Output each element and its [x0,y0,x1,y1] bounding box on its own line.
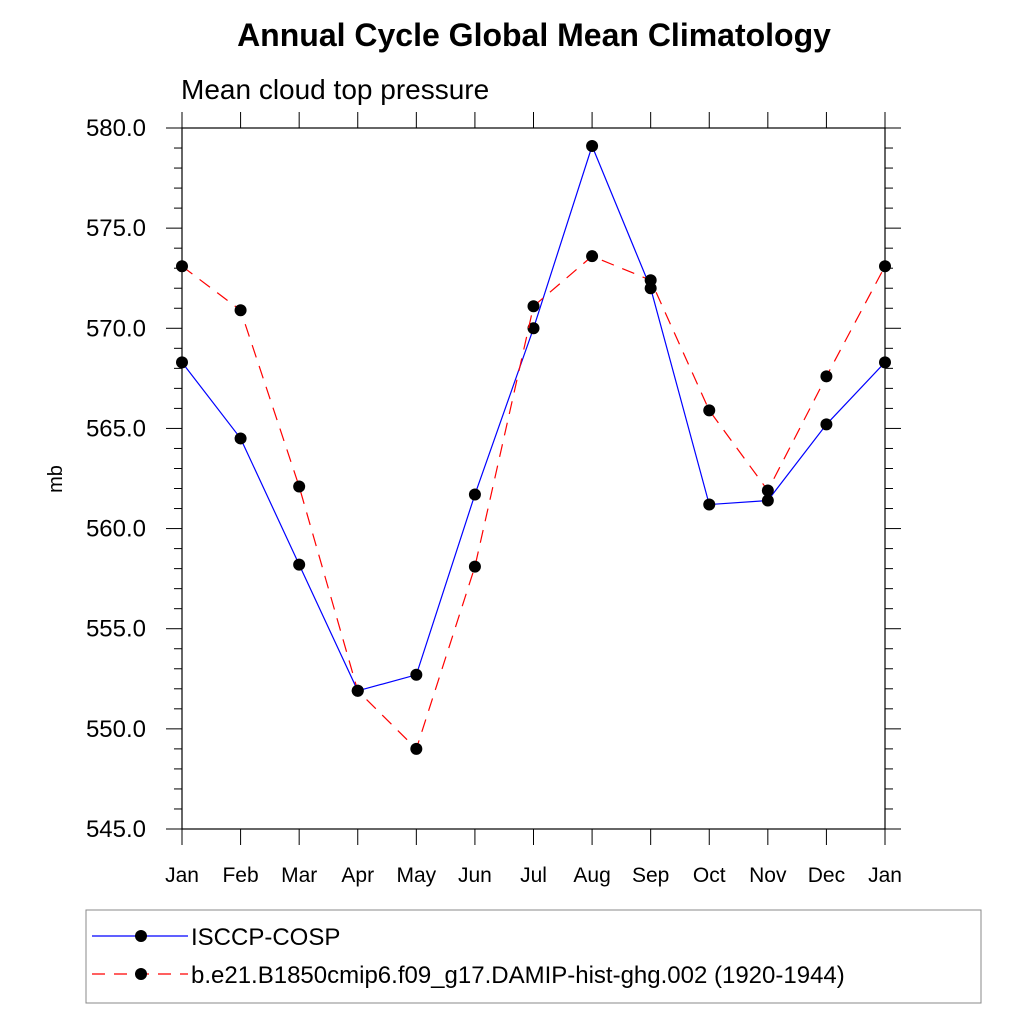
legend-item: ISCCP-COSP [92,924,340,951]
series-layer [176,140,891,755]
data-point [879,356,891,369]
y-tick-label: 575.0 [86,215,146,242]
legend-marker [135,968,147,980]
series-2 [176,250,891,755]
data-point [761,484,774,497]
data-point [703,404,716,417]
legend-item: b.e21.B1850cmip6.f09_g17.DAMIP-hist-ghg.… [92,962,845,989]
x-tick-label: Jan [165,864,199,887]
x-tick-label: Jul [520,864,547,887]
legend: ISCCP-COSP b.e21.B1850cmip6.f09_g17.DAMIP… [85,909,982,1004]
legend-label: b.e21.B1850cmip6.f09_g17.DAMIP-hist-ghg.… [191,962,845,989]
y-tick-label: 570.0 [86,315,146,342]
y-axis-label: mb [45,465,67,493]
x-tick-label: Aug [573,864,610,887]
legend-marker [135,930,147,942]
chart-subtitle: Mean cloud top pressure [181,74,489,105]
data-point [351,684,364,697]
data-point [703,498,716,511]
data-point [644,274,657,287]
y-tick-label: 565.0 [86,415,146,442]
data-point [879,260,891,273]
data-point [586,250,599,263]
data-point [293,558,306,571]
data-point [176,356,188,369]
x-tick-label: May [396,864,436,887]
data-point [586,140,599,153]
x-tick-label: Feb [222,864,258,887]
x-tick-label: Nov [749,864,787,887]
x-tick-label: Mar [281,864,317,887]
data-point [293,480,306,493]
series-1 [176,140,891,697]
data-point [234,304,247,317]
data-point [410,668,423,681]
axis-ticks [166,112,901,845]
series-line [181,144,886,692]
x-tick-label: Oct [693,864,726,887]
x-tick-label: Sep [632,864,669,887]
y-tick-label: 550.0 [86,716,146,743]
data-point [410,742,423,755]
x-tick-label: Apr [341,864,374,887]
chart-title: Annual Cycle Global Mean Climatology [237,17,831,53]
data-point [176,260,188,273]
y-tick-label: 555.0 [86,616,146,643]
legend-box [85,909,982,1004]
data-point [820,370,833,383]
x-tick-label: Jan [868,864,902,887]
data-point [761,494,774,507]
y-tick-label: 545.0 [86,816,146,843]
x-tick-label: Dec [808,864,845,887]
x-tick-label: Jun [458,864,492,887]
plot-border [181,127,886,830]
data-point [820,418,833,431]
data-point [527,300,540,313]
data-point [468,488,481,501]
y-tick-label: 580.0 [86,115,146,142]
data-point [234,432,247,445]
plot-frame [181,127,886,830]
data-point [527,322,540,335]
axis-tick-labels: 545.0 550.0 555.0 560.0 565.0 570.0 575.0 580.0… [86,115,902,887]
data-point [468,560,481,573]
y-tick-label: 560.0 [86,516,146,543]
legend-label: ISCCP-COSP [191,924,340,951]
